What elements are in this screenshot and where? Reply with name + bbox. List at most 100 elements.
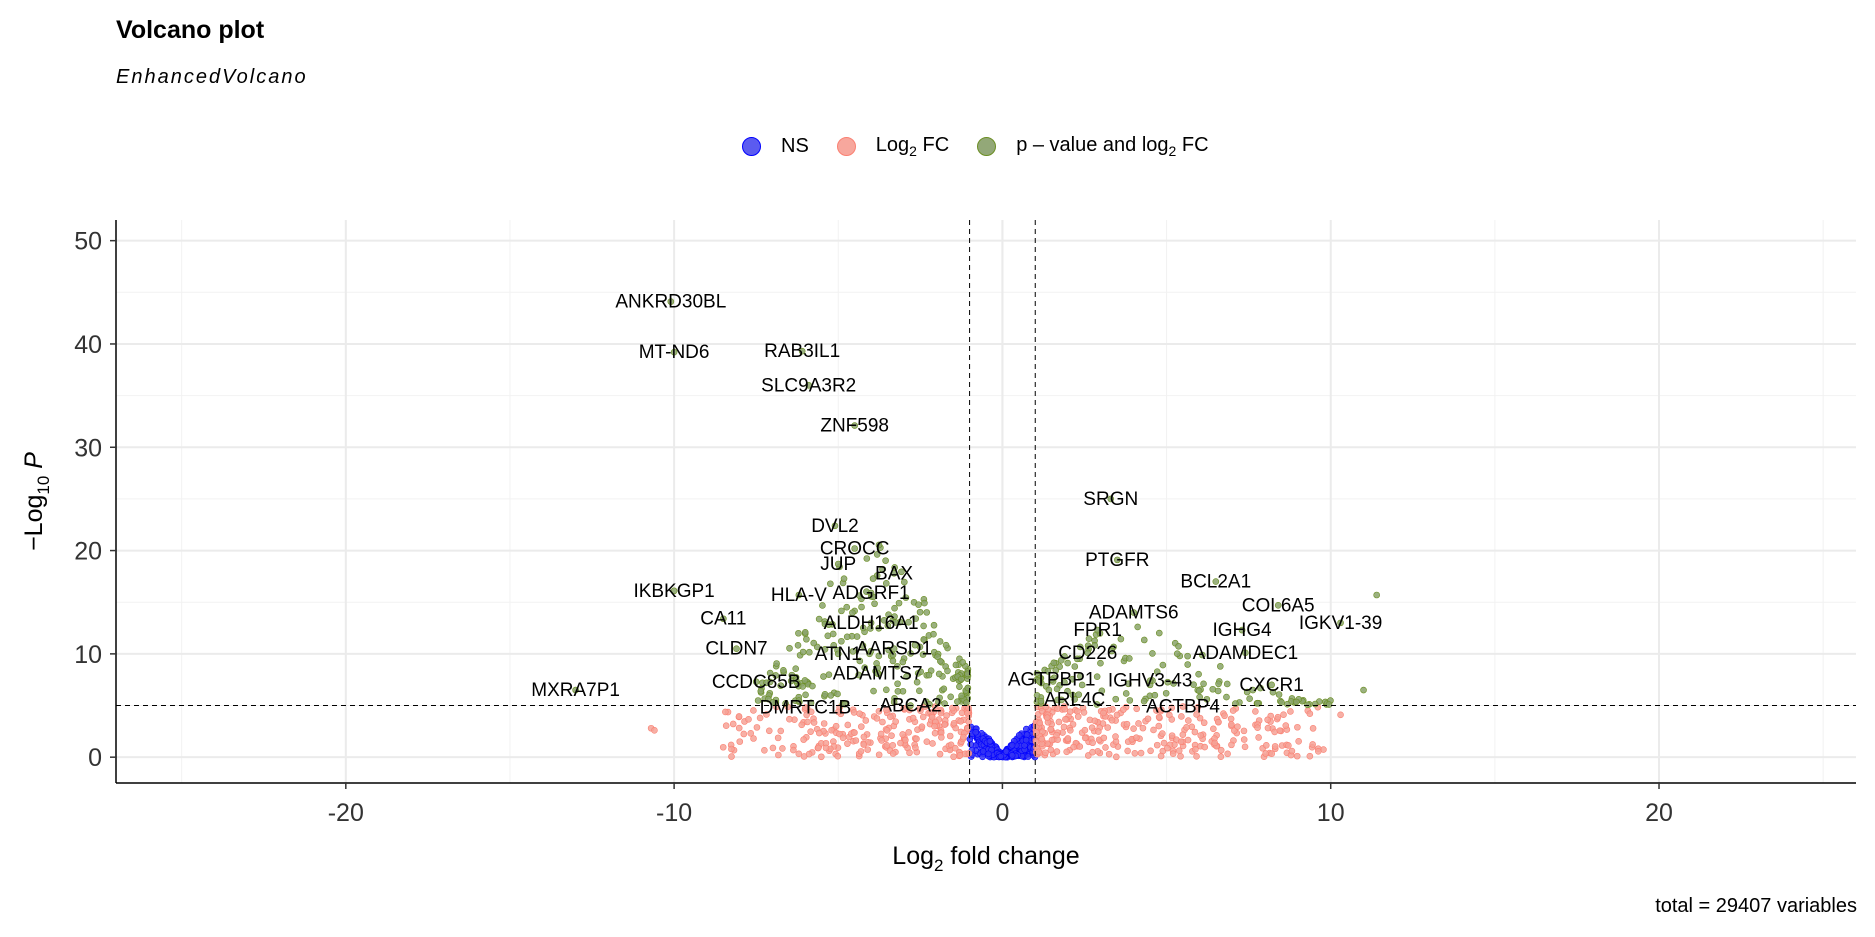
- data-point: [1306, 710, 1314, 717]
- data-point: [777, 727, 785, 735]
- data-point: [911, 641, 919, 649]
- data-point: [1146, 677, 1154, 685]
- data-point: [1037, 697, 1045, 705]
- data-point: [883, 727, 891, 734]
- data-point: [950, 753, 957, 761]
- data-point: [822, 744, 830, 752]
- data-point: [774, 734, 782, 742]
- data-point: [1159, 730, 1166, 737]
- gene-label: PTGFR: [1085, 550, 1149, 571]
- data-point: [941, 721, 948, 728]
- data-point: [1246, 695, 1253, 702]
- data-point: [1162, 689, 1170, 697]
- data-point: [1042, 749, 1049, 757]
- data-point: [1139, 724, 1147, 732]
- data-point: [1293, 752, 1301, 760]
- data-point: [862, 717, 870, 724]
- data-point: [1074, 713, 1082, 720]
- y-tick-label: 20: [74, 538, 102, 566]
- data-point: [1114, 556, 1121, 564]
- data-point: [1193, 753, 1200, 760]
- data-point: [843, 603, 851, 611]
- data-point: [957, 717, 965, 725]
- data-point: [810, 639, 818, 647]
- data-point: [728, 745, 735, 753]
- data-point: [905, 618, 912, 626]
- gene-label: IGHG4: [1213, 620, 1273, 641]
- data-point: [859, 624, 867, 632]
- data-point: [821, 691, 829, 698]
- data-point: [752, 678, 760, 686]
- data-point: [1216, 663, 1224, 670]
- points: [572, 298, 1380, 761]
- data-point: [1044, 668, 1052, 675]
- data-point: [763, 711, 770, 718]
- gene-label: IGHV3-43: [1108, 671, 1192, 692]
- data-point: [1228, 721, 1235, 728]
- data-point: [889, 742, 897, 749]
- data-point: [1033, 692, 1041, 699]
- y-tick-label: 40: [74, 331, 102, 359]
- legend: NS Log2 FC p – value and log2 FC: [742, 131, 1237, 161]
- data-point: [1229, 707, 1237, 714]
- legend-label-log2fc: Log2 FC: [875, 133, 950, 159]
- data-point: [1282, 722, 1290, 729]
- data-point: [1214, 687, 1222, 695]
- data-point: [1184, 661, 1191, 668]
- data-point: [851, 545, 858, 552]
- gene-label: ADAMDEC1: [1193, 643, 1299, 664]
- data-point: [1052, 667, 1060, 674]
- chart-subtitle: EnhancedVolcano: [116, 66, 308, 88]
- data-point: [1212, 578, 1220, 585]
- data-point: [1337, 619, 1344, 627]
- data-point: [1285, 742, 1292, 749]
- gene-label: SRGN: [1083, 489, 1138, 510]
- gene-label: CA11: [700, 609, 746, 630]
- data-point: [1105, 750, 1113, 758]
- data-point: [1070, 743, 1077, 751]
- data-point: [806, 648, 813, 656]
- data-point: [889, 750, 897, 757]
- data-point: [898, 568, 905, 576]
- data-point: [902, 736, 909, 744]
- data-point: [1024, 753, 1032, 760]
- data-point: [1113, 753, 1120, 761]
- data-point: [1271, 743, 1279, 750]
- data-point: [1241, 743, 1249, 751]
- data-point: [951, 744, 959, 752]
- data-point: [890, 698, 898, 706]
- data-point: [1130, 609, 1138, 616]
- data-point: [856, 592, 863, 599]
- data-point: [913, 735, 920, 743]
- data-point: [1314, 747, 1322, 755]
- gene-label: MXRA7P1: [531, 680, 620, 701]
- legend-item-p-and-log2fc: p – value and log2 FC: [977, 134, 1209, 159]
- data-point: [793, 677, 800, 684]
- data-point: [1309, 725, 1317, 732]
- data-point: [935, 670, 943, 678]
- data-point: [912, 744, 919, 752]
- data-point: [1140, 697, 1148, 705]
- data-point: [1134, 623, 1141, 631]
- data-point: [1149, 650, 1156, 657]
- data-point: [753, 724, 761, 731]
- data-point: [909, 714, 917, 722]
- data-point: [1047, 746, 1055, 754]
- data-point: [1133, 705, 1141, 713]
- data-point: [890, 569, 898, 577]
- data-point: [935, 698, 942, 706]
- data-point: [883, 742, 891, 749]
- data-point: [795, 629, 802, 637]
- data-point: [834, 752, 842, 760]
- data-point: [1043, 714, 1051, 722]
- data-point: [882, 557, 889, 564]
- axes: -20 -10 0 10 20 0 10 20 30 40 50: [74, 220, 1856, 827]
- data-point: [1325, 701, 1333, 708]
- data-point: [925, 671, 933, 679]
- data-point: [1035, 748, 1042, 756]
- data-point: [1061, 653, 1068, 660]
- data-point: [891, 604, 898, 612]
- data-point: [878, 737, 885, 744]
- data-point: [1091, 642, 1099, 649]
